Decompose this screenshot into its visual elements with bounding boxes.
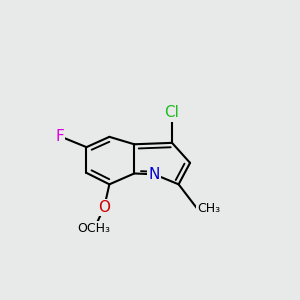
Text: N: N <box>148 167 160 182</box>
Text: O: O <box>98 200 110 215</box>
Text: Cl: Cl <box>165 105 179 120</box>
Text: CH₃: CH₃ <box>197 202 220 215</box>
Text: F: F <box>56 129 64 144</box>
Text: OCH₃: OCH₃ <box>78 222 111 235</box>
